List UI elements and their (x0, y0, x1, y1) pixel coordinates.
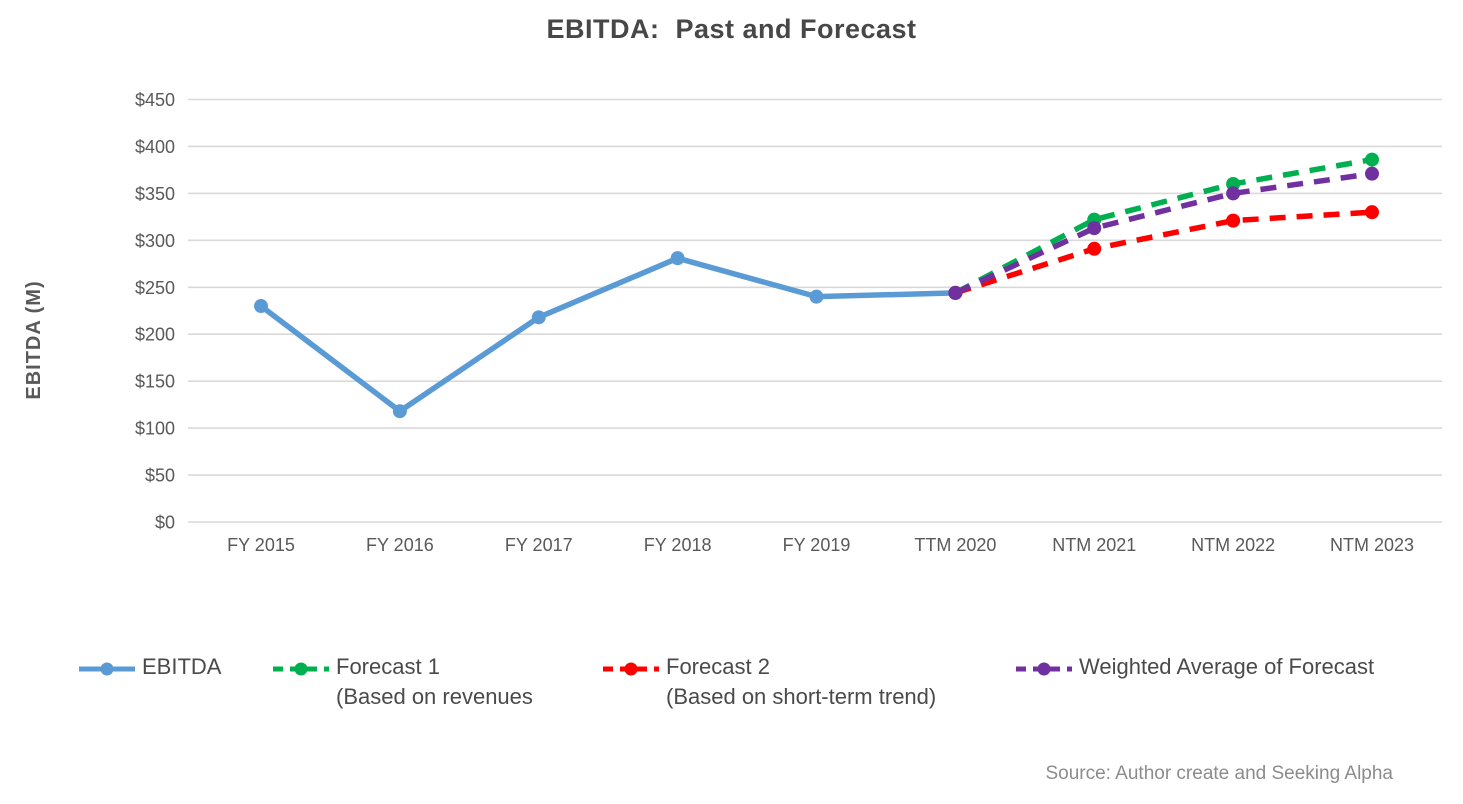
marker-weighted-average (948, 285, 963, 300)
marker-weighted-average (1087, 221, 1102, 236)
legend-label-forecast-1: Forecast 1 (336, 654, 440, 679)
source-note: Source: Author create and Seeking Alpha (1045, 763, 1393, 784)
marker-ebitda (809, 289, 824, 304)
x-tick-label: FY 2016 (366, 535, 434, 555)
legend-label-weighted-average: Weighted Average of Forecast (1079, 654, 1375, 679)
legend-sublabel-forecast-2: (Based on short-term trend) (666, 684, 937, 709)
legend-item-forecast-1: Forecast 1 (Based on revenues (272, 652, 533, 712)
series-line-forecast-2 (954, 209, 1373, 296)
x-tick-label: FY 2017 (505, 535, 573, 555)
series-line-ebitda (259, 255, 956, 415)
legend-sublabel-forecast-1: (Based on revenues (336, 684, 533, 709)
x-tick-label: NTM 2021 (1052, 535, 1136, 555)
y-tick-label: $350 (135, 184, 175, 204)
legend-label-ebitda: EBITDA (142, 654, 222, 679)
legend-swatch-weighted-average-icon (1016, 662, 1072, 676)
legend-marker (1037, 662, 1051, 676)
marker-ebitda (670, 251, 685, 266)
marker-forecast-2 (1087, 241, 1102, 256)
marker-weighted-average (1365, 166, 1379, 181)
marker-forecast-2 (1226, 213, 1241, 228)
legend-label-forecast-2: Forecast 2 (666, 654, 770, 679)
y-tick-label: $400 (135, 137, 175, 157)
legend-marker (100, 662, 114, 676)
x-tick-label: FY 2018 (644, 535, 712, 555)
y-tick-label: $150 (135, 372, 175, 392)
chart-title: EBITDA: Past and Forecast (546, 14, 917, 44)
y-tick-label: $100 (135, 419, 175, 439)
y-tick-label: $250 (135, 278, 175, 298)
legend-swatch-forecast-1-icon (273, 662, 329, 676)
marker-forecast-1 (1365, 152, 1379, 167)
x-tick-label: TTM 2020 (914, 535, 996, 555)
y-tick-label: $0 (155, 513, 175, 533)
y-axis-title: EBITDA (M) (23, 280, 45, 399)
marker-ebitda (392, 404, 407, 419)
x-tick-label: NTM 2023 (1330, 535, 1414, 555)
marker-forecast-2 (1365, 205, 1379, 220)
legend-marker (294, 662, 308, 676)
marker-ebitda (531, 310, 546, 325)
y-tick-label: $450 (135, 90, 175, 110)
plot-area: $0 $50 $100 $150 $200 $250 $300 $350 $400 $450 FY … (23, 90, 1442, 555)
series-line-weighted-average (954, 170, 1373, 296)
y-tick-label: $300 (135, 231, 175, 251)
series-line-forecast-1 (954, 156, 1373, 296)
y-tick-label: $50 (145, 466, 175, 486)
x-tick-label: FY 2015 (227, 535, 295, 555)
x-tick-label: FY 2019 (783, 535, 851, 555)
legend-swatch-ebitda-icon (79, 662, 135, 676)
legend-item-weighted-average: Weighted Average of Forecast (1015, 652, 1374, 682)
legend-swatch-forecast-2-icon (603, 662, 659, 676)
marker-ebitda (254, 299, 268, 314)
legend-item-forecast-2: Forecast 2 (Based on short-term trend) (602, 652, 936, 712)
y-tick-label: $200 (135, 325, 175, 345)
legend-marker (624, 662, 638, 676)
marker-weighted-average (1226, 186, 1241, 201)
legend-item-ebitda: EBITDA (78, 652, 221, 682)
x-tick-label: NTM 2022 (1191, 535, 1275, 555)
